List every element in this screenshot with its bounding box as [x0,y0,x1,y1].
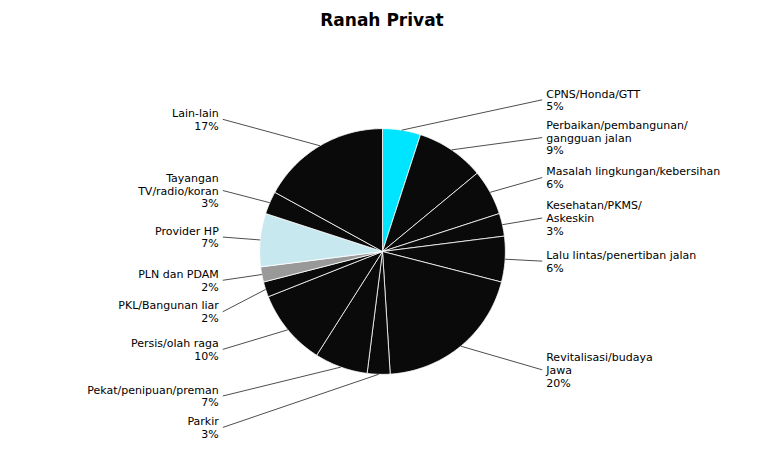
svg-text:PKL/Bangunan liar2%: PKL/Bangunan liar2% [118,299,219,325]
svg-text:Revitalisasi/budayaJawa20%: Revitalisasi/budayaJawa20% [545,351,653,389]
svg-text:Masalah lingkungan/kebersihan6: Masalah lingkungan/kebersihan6% [546,165,720,191]
svg-text:Parkir3%: Parkir3% [187,415,219,441]
svg-text:Pekat/penipuan/preman7%: Pekat/penipuan/preman7% [87,384,219,410]
svg-text:Perbaikan/pembangunan/gangguan: Perbaikan/pembangunan/gangguan jalan9% [546,119,688,157]
svg-text:Lain-lain17%: Lain-lain17% [172,107,219,133]
svg-text:TayanganTV/radio/koran3%: TayanganTV/radio/koran3% [137,172,219,210]
html-text:Ranah Privat: Ranah Privat [320,10,444,30]
svg-text:Provider HP7%: Provider HP7% [155,225,219,251]
svg-text:Kesehatan/PKMS/Askeskin3%: Kesehatan/PKMS/Askeskin3% [546,199,642,237]
svg-text:Persis/olah raga10%: Persis/olah raga10% [131,337,219,363]
svg-text:Lalu lintas/penertiban jalan6%: Lalu lintas/penertiban jalan6% [546,249,696,275]
svg-text:PLN dan PDAM2%: PLN dan PDAM2% [138,268,219,294]
svg-text:CPNS/Honda/GTT5%: CPNS/Honda/GTT5% [546,88,640,114]
